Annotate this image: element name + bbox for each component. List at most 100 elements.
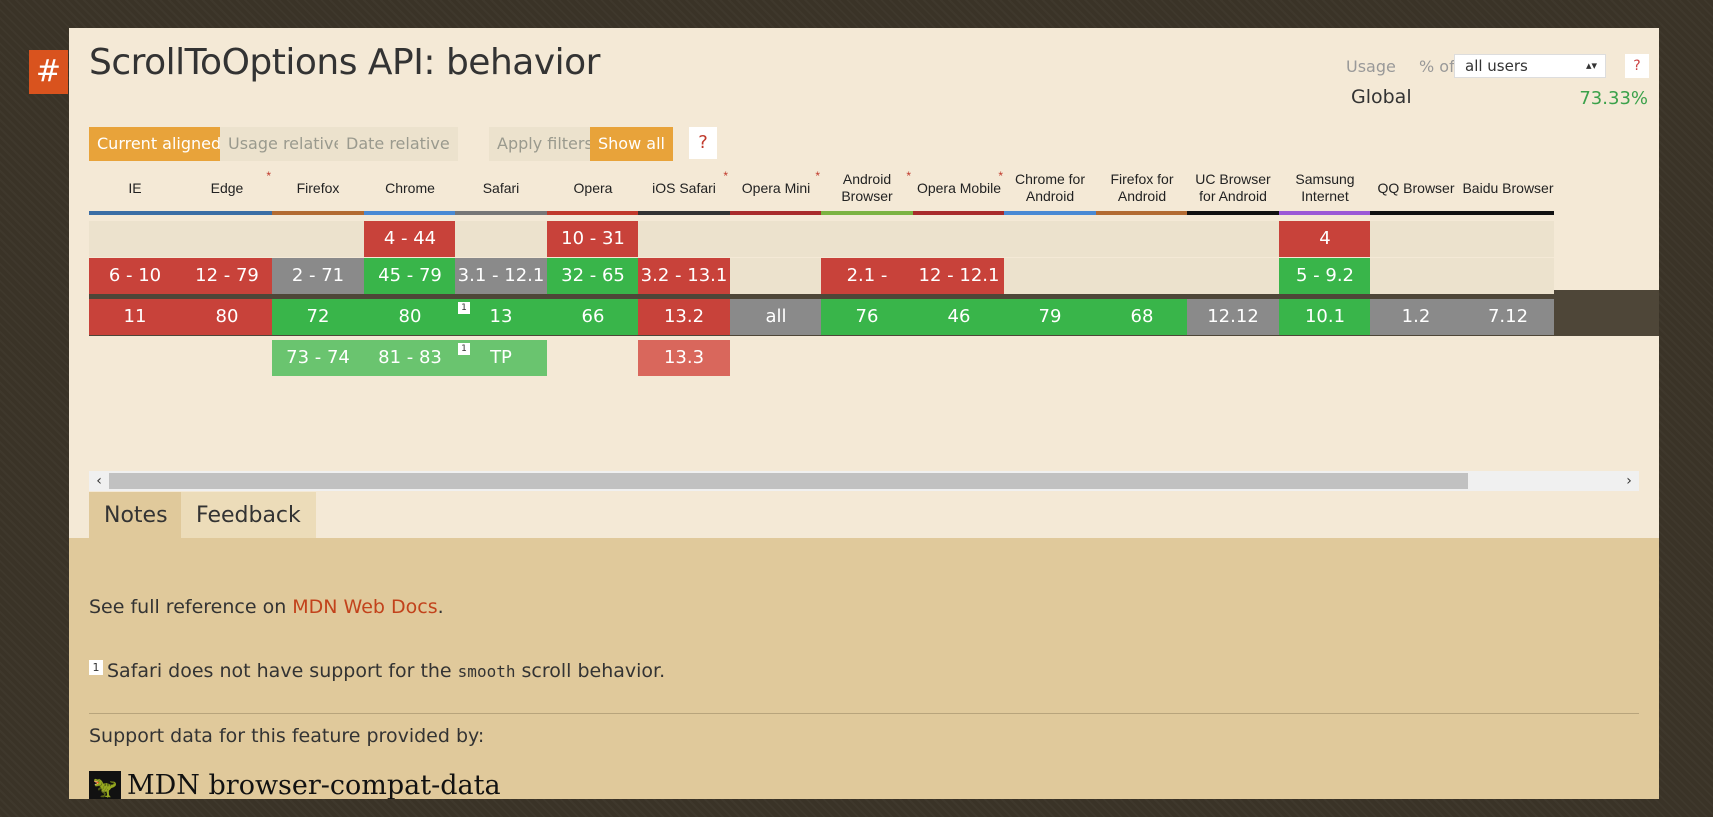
version-cell[interactable]: 7.12 [1462, 299, 1554, 335]
version-label: 3.1 - 12.1 [457, 265, 545, 286]
browser-name[interactable]: Samsung Internet [1295, 171, 1355, 204]
tab-feedback[interactable]: Feedback [181, 492, 316, 539]
browser-name[interactable]: Firefox [296, 179, 340, 196]
version-label: 66 [581, 306, 605, 327]
browser-color-bar [1279, 211, 1371, 215]
empty-cell [1370, 221, 1462, 257]
version-cell[interactable]: 79 [1004, 299, 1096, 335]
version-cell[interactable]: 76 [821, 299, 913, 335]
browser-color-bar [547, 211, 639, 215]
empty-cell [1004, 258, 1096, 294]
browser-color-bar [1462, 211, 1554, 215]
version-cell[interactable]: 10 - 31 [547, 221, 639, 257]
version-cell[interactable]: 12 - 79 [181, 258, 273, 294]
browser-name[interactable]: Firefox for Android [1110, 171, 1174, 204]
version-label: 4 [1319, 228, 1331, 249]
version-cell[interactable]: 68 [1096, 299, 1188, 335]
version-cell[interactable]: 80 [364, 299, 456, 335]
version-label: 10.1 [1304, 306, 1346, 327]
version-cell[interactable]: 32 - 65 [547, 258, 639, 294]
version-cell[interactable]: 80 [181, 299, 273, 335]
global-usage-value: 73.33% [1579, 88, 1648, 109]
version-cell[interactable]: 3.2 - 13.1 [638, 258, 730, 294]
horizontal-scrollbar[interactable]: ‹ › [89, 471, 1639, 491]
version-cell[interactable]: 81 - 83 [364, 340, 456, 376]
version-label: 2 - 71 [291, 265, 345, 286]
browser-name[interactable]: Safari [482, 179, 520, 196]
version-label: 12.12 [1207, 306, 1259, 327]
version-cell[interactable]: 13.2 [638, 299, 730, 335]
version-label: all [765, 306, 787, 327]
tab-notes[interactable]: Notes [89, 492, 183, 539]
version-cell[interactable]: 13.3 [638, 340, 730, 376]
version-label: 45 - 79 [378, 265, 442, 286]
percent-of-label: % of [1419, 57, 1455, 76]
browser-color-bar [89, 211, 181, 215]
version-cell[interactable]: TP 1 [455, 340, 547, 376]
partial-support-star: * [266, 169, 271, 183]
browser-name[interactable]: Opera Mini * [741, 169, 820, 196]
browser-name[interactable]: Baidu Browser [1462, 179, 1554, 196]
scroll-right-icon[interactable]: › [1626, 473, 1632, 489]
version-cell[interactable]: 1.2 [1370, 299, 1462, 335]
version-cell[interactable]: 72 [272, 299, 364, 335]
select-arrows-icon: ▴▾ [1585, 59, 1597, 72]
version-label: 1.2 [1401, 306, 1431, 327]
controls-help-button[interactable]: ? [689, 127, 717, 159]
browser-name[interactable]: Edge * [210, 169, 271, 196]
browser-color-bar [913, 211, 1005, 215]
scroll-left-icon[interactable]: ‹ [96, 473, 102, 489]
date-relative-button[interactable]: Date relative [338, 127, 458, 161]
browser-name[interactable]: Chrome for Android [1014, 171, 1086, 204]
version-cell[interactable]: 10.1 [1279, 299, 1371, 335]
mdn-web-docs-link[interactable]: MDN Web Docs [292, 596, 438, 618]
browser-name[interactable]: Chrome [385, 179, 435, 196]
version-cell[interactable]: 11 [89, 299, 181, 335]
version-cell[interactable]: 12 - 12.1 [913, 258, 1005, 294]
browser-name[interactable]: Android Browser * [841, 169, 911, 204]
version-cell[interactable]: 12.12 [1187, 299, 1279, 335]
users-select[interactable]: all users ▴▾ [1454, 54, 1606, 78]
current-aligned-button[interactable]: Current aligned [89, 127, 230, 161]
footnote-marker: 1 [458, 343, 470, 355]
partial-support-star: * [815, 169, 820, 183]
version-cell[interactable]: 13 1 [455, 299, 547, 335]
version-cell[interactable]: 3.1 - 12.1 [455, 258, 547, 294]
anchor-hash-link[interactable]: # [29, 50, 68, 94]
apply-filters-button[interactable]: Apply filters [489, 127, 601, 161]
version-cell[interactable]: 2.1 - 4.4.4 [821, 258, 913, 322]
usage-help-button[interactable]: ? [1625, 54, 1649, 78]
browser-name[interactable]: Opera [573, 179, 613, 196]
version-cell[interactable]: 4 - 44 [364, 221, 456, 257]
version-cell[interactable]: 4 [1279, 221, 1371, 257]
mdn-bcd-link[interactable]: MDN browser-compat-data [127, 770, 501, 799]
empty-cell [1462, 221, 1554, 257]
browser-name[interactable]: IE [128, 179, 142, 196]
version-cell[interactable]: 46 [913, 299, 1005, 335]
version-cell[interactable]: 5 - 9.2 [1279, 258, 1371, 294]
scrollbar-thumb[interactable] [109, 473, 1468, 489]
version-label: 4 - 44 [383, 228, 437, 249]
version-cell[interactable]: 45 - 79 [364, 258, 456, 294]
empty-cell [455, 221, 547, 257]
browser-name[interactable]: Opera Mobile * [916, 169, 1003, 196]
browser-color-bar [1096, 211, 1188, 215]
version-cell[interactable]: 73 - 74 [272, 340, 364, 376]
version-label: 46 [947, 306, 971, 327]
version-cell[interactable]: all [730, 299, 822, 335]
version-cell[interactable]: 66 [547, 299, 639, 335]
browser-name[interactable]: QQ Browser [1377, 179, 1455, 196]
version-cell[interactable]: 2 - 71 [272, 258, 364, 294]
version-label: 79 [1038, 306, 1062, 327]
empty-cell [730, 258, 822, 294]
usage-relative-button[interactable]: Usage relative [220, 127, 352, 161]
provided-by-text: Support data for this feature provided b… [89, 725, 485, 747]
footnote-suffix: scroll behavior. [515, 660, 666, 682]
browser-name[interactable]: iOS Safari * [652, 169, 728, 196]
notes-divider [89, 713, 1639, 714]
version-label: 11 [123, 306, 147, 327]
browser-name[interactable]: UC Browser for Android [1195, 171, 1271, 204]
show-all-button[interactable]: Show all [590, 127, 673, 161]
support-table: IE 6 - 10 11 Edge * 12 - 79 80 Firefox 2 - 71 72 7… [89, 168, 1659, 488]
version-cell[interactable]: 6 - 10 [89, 258, 181, 294]
